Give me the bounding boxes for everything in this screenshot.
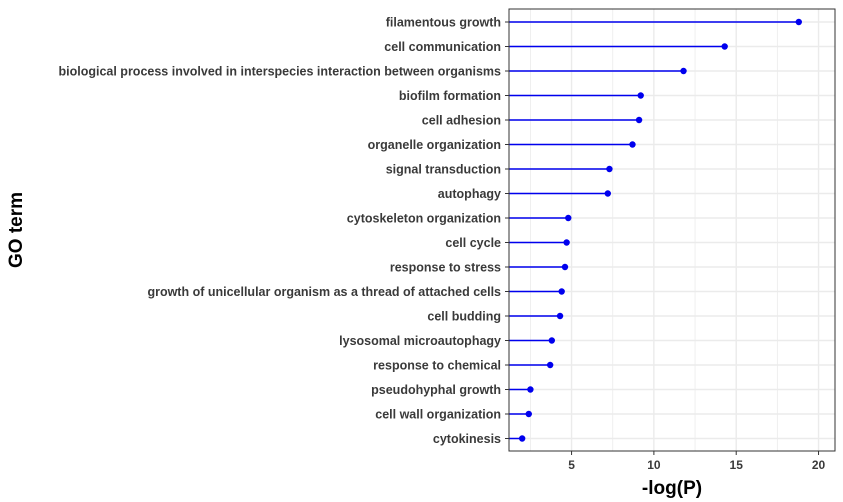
x-tick-label: 20 bbox=[812, 458, 826, 472]
y-tick-label: cell cycle bbox=[445, 236, 501, 250]
point-1 bbox=[795, 18, 802, 26]
x-tick-label: 5 bbox=[568, 458, 575, 472]
x-axis-title: -log(P) bbox=[642, 478, 702, 499]
point-17 bbox=[525, 410, 532, 418]
point-9 bbox=[565, 214, 572, 222]
point-12 bbox=[558, 288, 565, 295]
x-tick-label: 15 bbox=[730, 458, 744, 472]
point-18 bbox=[518, 435, 526, 442]
point-3 bbox=[680, 67, 687, 75]
points bbox=[518, 18, 802, 442]
y-tick-label: cytokinesis bbox=[433, 432, 501, 446]
point-11 bbox=[561, 263, 569, 271]
point-13 bbox=[556, 312, 564, 320]
y-tick-label: biofilm formation bbox=[399, 89, 501, 103]
point-10 bbox=[563, 239, 570, 246]
y-tick-label: signal transduction bbox=[386, 163, 501, 177]
y-tick-label: response to chemical bbox=[373, 359, 501, 373]
y-tick-label: cell adhesion bbox=[422, 114, 501, 128]
point-8 bbox=[604, 190, 611, 197]
point-6 bbox=[629, 141, 636, 148]
point-14 bbox=[548, 337, 556, 344]
point-5 bbox=[635, 116, 643, 124]
y-tick-label: pseudohyphal growth bbox=[371, 383, 501, 397]
point-7 bbox=[606, 165, 613, 173]
point-15 bbox=[546, 361, 554, 369]
y-tick-label: cell budding bbox=[427, 310, 501, 324]
point-4 bbox=[637, 92, 644, 99]
y-tick-label: filamentous growth bbox=[386, 16, 501, 30]
plot-panel bbox=[509, 9, 835, 451]
x-axis: 5 10 15 20 bbox=[568, 451, 826, 472]
y-tick-label: growth of unicellular organism as a thre… bbox=[147, 285, 501, 299]
y-tick-label: organelle organization bbox=[368, 138, 501, 152]
panel-border-rect bbox=[508, 8, 836, 452]
y-tick-label: cytoskeleton organization bbox=[347, 212, 501, 226]
point-2 bbox=[721, 43, 728, 50]
y-tick-label: lysosomal microautophagy bbox=[339, 334, 501, 348]
stems bbox=[509, 21, 799, 440]
y-tick-labels: filamentous growth cell communication biol… bbox=[59, 16, 509, 446]
y-tick-label: cell wall organization bbox=[375, 408, 501, 422]
panel-border bbox=[508, 8, 836, 452]
y-tick-label: biological process involved in interspec… bbox=[59, 65, 502, 79]
x-tick-label: 10 bbox=[647, 458, 661, 472]
y-axis-title: GO term bbox=[6, 192, 27, 268]
y-tick-label: cell communication bbox=[384, 40, 501, 54]
y-tick-label: autophagy bbox=[438, 187, 501, 201]
y-tick-label: response to stress bbox=[390, 261, 501, 275]
point-16 bbox=[527, 386, 534, 393]
panel-background bbox=[509, 9, 835, 451]
